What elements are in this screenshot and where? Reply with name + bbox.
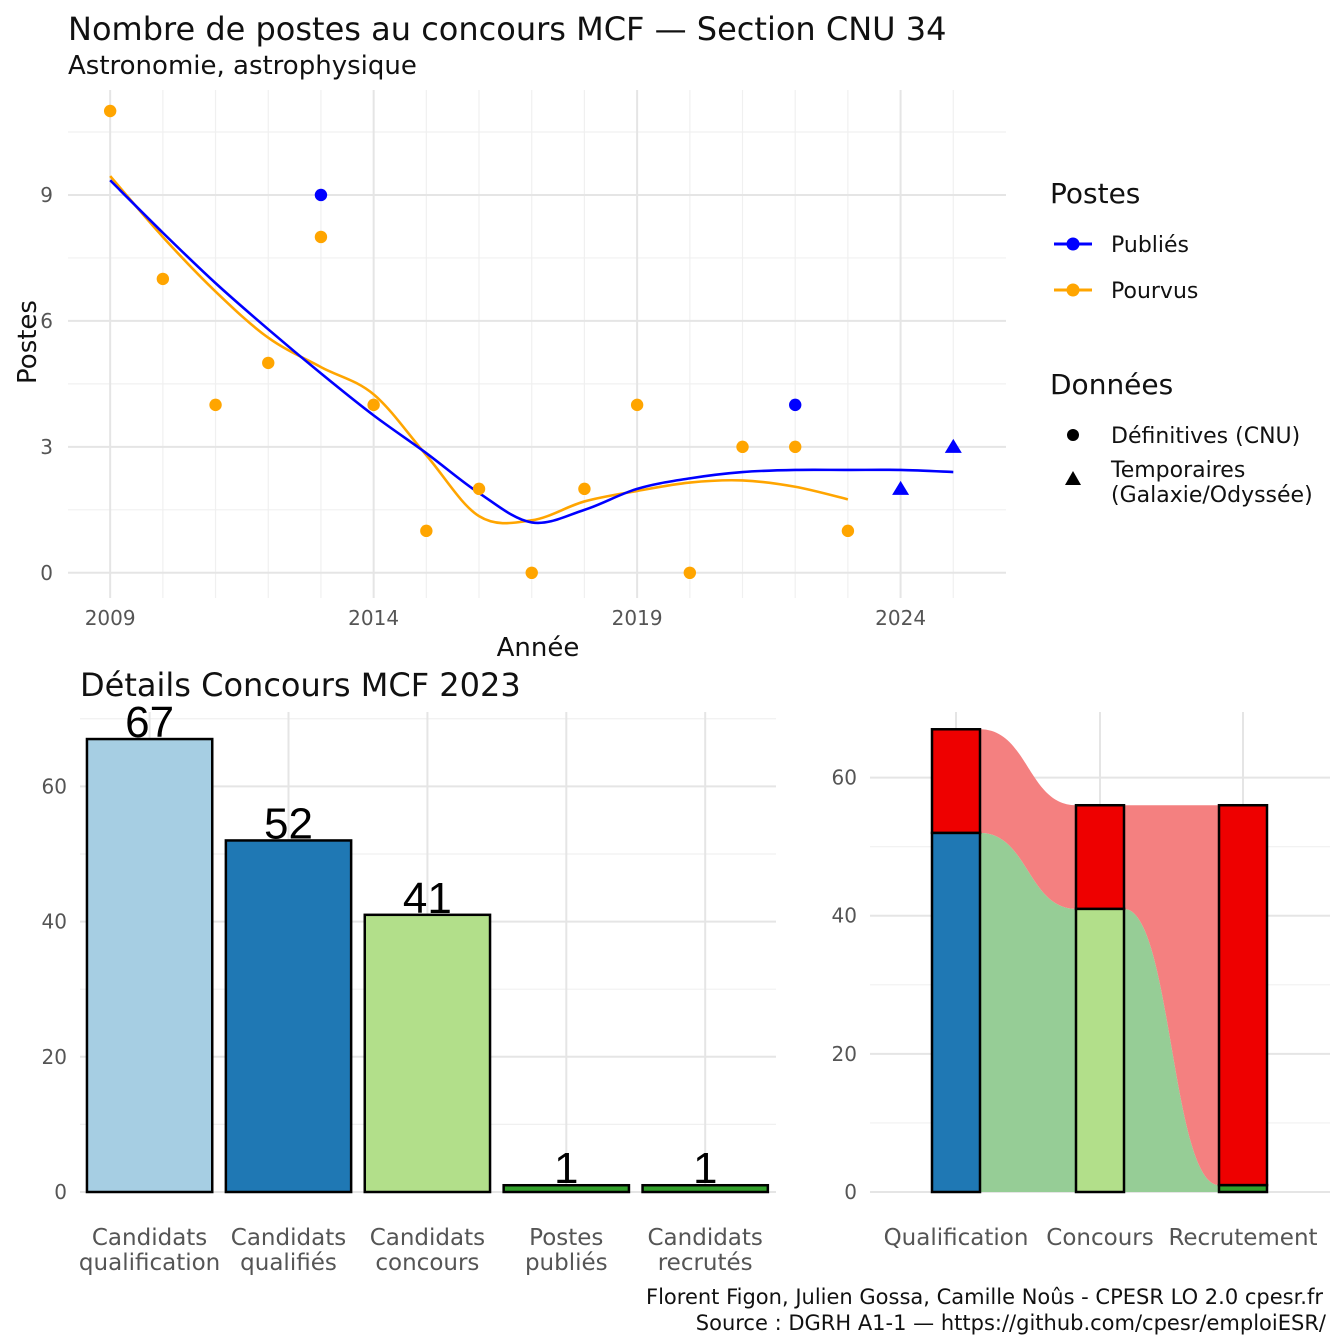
legend-label-galaxie: (Galaxie/Odyssée) [1111, 483, 1313, 508]
point-pourvus [841, 524, 855, 538]
legend-label-pourvus: Pourvus [1111, 279, 1198, 304]
br-y-tick-label: 60 [832, 766, 857, 790]
bl-category-label: qualification [79, 1250, 220, 1276]
stacked-bar-segment [1074, 907, 1126, 1194]
stacked-bar-segment [930, 831, 982, 1194]
bar [502, 1183, 631, 1194]
top-y-tick-label: 0 [40, 561, 53, 585]
smooth-line-publies [109, 179, 954, 525]
point-pourvus [578, 482, 591, 496]
top-x-tick-label: 2014 [348, 606, 399, 630]
bar [85, 737, 214, 1194]
legend-shape-circle [1067, 429, 1079, 441]
br-category-label: Qualification [884, 1225, 1029, 1251]
point-pourvus [789, 440, 802, 454]
bl-category-label: publiés [525, 1250, 608, 1276]
legend-dot-publies [1066, 237, 1080, 251]
bl-category-label: Candidats [231, 1225, 346, 1251]
top-smooth-lines [109, 175, 954, 525]
legend-title-postes: Postes [1050, 177, 1140, 210]
top-y-tick-label: 6 [40, 309, 53, 333]
point-publies [314, 188, 328, 202]
br-category-label: Recrutement [1168, 1225, 1317, 1251]
top-x-axis-title: Année [497, 633, 580, 663]
point-publies [944, 438, 962, 453]
point-pourvus [630, 398, 644, 412]
stacked-bar-segment [1217, 803, 1269, 1187]
bar-value-label: 52 [264, 799, 313, 848]
point-pourvus [472, 482, 486, 496]
bottom-left-chart: Détails Concours MCF 2023 0 20 40 60 Candida… [42, 666, 776, 1276]
point-pourvus [209, 398, 222, 412]
top-chart: Nombre de postes au concours MCF — Secti… [13, 10, 1313, 663]
bl-category-label: concours [375, 1250, 479, 1276]
bar [363, 913, 492, 1194]
top-x-tick-label: 2009 [85, 606, 136, 630]
stacked-bar-segment [930, 728, 982, 835]
legend: Postes Publiés Pourvus Données Définitiv… [1050, 177, 1313, 508]
top-points [103, 104, 962, 580]
legend-title-donnees: Données [1050, 368, 1173, 401]
top-ticks: 0 3 6 9 2009 2014 2019 2024 [40, 183, 926, 630]
bar-value-label: 1 [693, 1144, 717, 1193]
bar-value-label: 41 [403, 874, 452, 923]
bar [224, 839, 353, 1194]
flow-red [1124, 805, 1219, 1186]
bottom-left-title: Détails Concours MCF 2023 [80, 666, 521, 704]
bottom-right-chart: 0 20 40 60 Qualification Concours Recrutement [832, 712, 1330, 1251]
bl-y-tick-label: 60 [42, 774, 67, 798]
legend-label-temporaires: Temporaires [1110, 458, 1245, 483]
caption-source: Source : DGRH A1-1 — https://github.com/… [696, 1311, 1327, 1335]
top-y-tick-label: 3 [40, 435, 53, 459]
br-y-tick-label: 0 [844, 1180, 857, 1204]
legend-label-publies: Publiés [1111, 233, 1189, 258]
legend-dot-pourvus [1066, 283, 1080, 297]
point-pourvus [736, 440, 749, 454]
bl-y-tick-label: 20 [42, 1045, 67, 1069]
flow-red [980, 729, 1076, 909]
flow-green [1124, 908, 1219, 1192]
top-x-tick-label: 2019 [612, 606, 663, 630]
top-chart-subtitle: Astronomie, astrophysique [68, 51, 417, 81]
legend-label-definitives: Définitives (CNU) [1111, 424, 1300, 449]
point-pourvus [525, 566, 538, 580]
br-y-tick-label: 40 [832, 904, 857, 928]
top-x-tick-label: 2024 [875, 606, 926, 630]
bar-value-label: 67 [125, 698, 174, 747]
point-pourvus [156, 272, 170, 286]
legend-shape-triangle [1065, 471, 1081, 485]
bottom-left-bars: 67 52 41 1 1 [85, 698, 770, 1194]
stacked-bar-segment [1074, 803, 1126, 911]
bl-category-label: Postes [529, 1225, 603, 1251]
bar-value-label: 1 [554, 1144, 578, 1193]
point-pourvus [103, 104, 117, 118]
bl-y-tick-label: 0 [54, 1180, 67, 1204]
top-y-tick-label: 9 [40, 183, 53, 207]
bl-category-label: Candidats [370, 1225, 485, 1251]
bottom-right-flows [980, 729, 1219, 1192]
bl-category-label: Candidats [647, 1225, 762, 1251]
point-pourvus [367, 398, 380, 412]
br-y-tick-label: 20 [832, 1042, 857, 1066]
bl-category-label: Candidats [92, 1225, 207, 1251]
flow-green [980, 832, 1076, 1192]
bar [641, 1183, 770, 1194]
point-pourvus [262, 356, 275, 370]
bl-category-label: recrutés [658, 1250, 753, 1276]
point-pourvus [683, 566, 697, 580]
top-y-axis-title: Postes [13, 300, 43, 384]
bl-category-label: qualifiés [240, 1250, 337, 1276]
bl-y-tick-label: 40 [42, 910, 67, 934]
top-chart-title: Nombre de postes au concours MCF — Secti… [68, 10, 946, 48]
point-publies [892, 480, 910, 495]
point-pourvus [314, 230, 328, 244]
smooth-line-pourvus [109, 175, 849, 525]
point-pourvus [420, 524, 433, 538]
br-category-label: Concours [1046, 1225, 1153, 1251]
point-publies [789, 398, 802, 412]
bottom-right-bars [930, 728, 1269, 1194]
caption-authors: Florent Figon, Julien Gossa, Camille Noû… [646, 1285, 1323, 1309]
